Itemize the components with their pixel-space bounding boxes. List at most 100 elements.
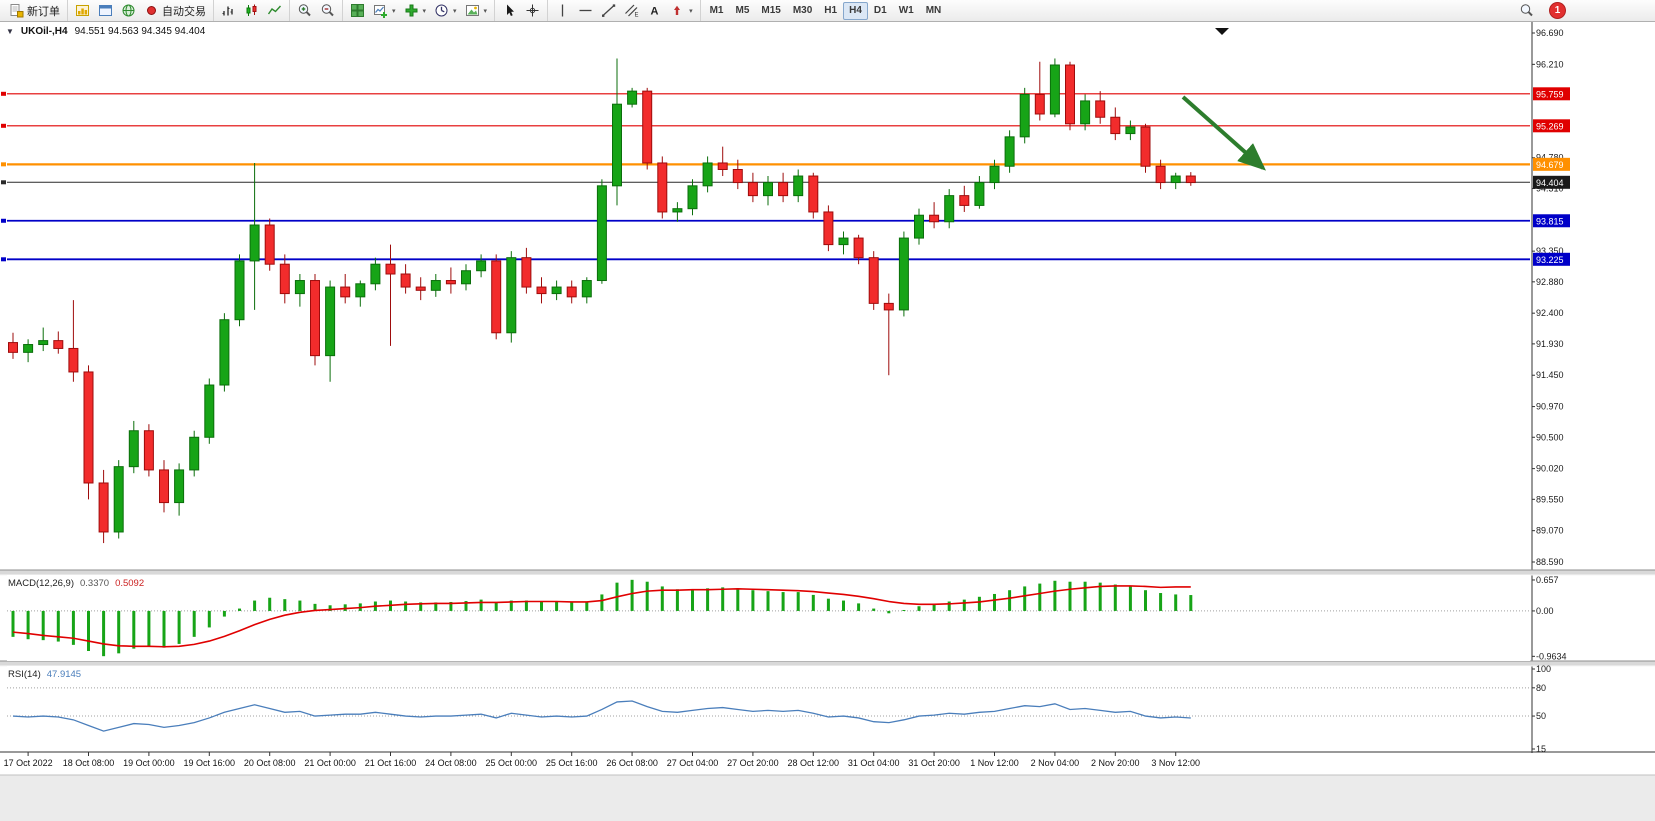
macd-histogram-bar <box>917 606 921 611</box>
line-chart-button[interactable] <box>263 2 286 20</box>
new-chart-button[interactable]: ▾ <box>369 2 400 20</box>
new-chart-icon <box>374 5 387 18</box>
macd-histogram-bar <box>600 594 604 611</box>
macd-histogram-bar <box>1113 584 1117 611</box>
templates-button[interactable]: ▾ <box>461 2 492 20</box>
timeframe-h4[interactable]: H4 <box>843 1 868 20</box>
text-label-button[interactable]: A <box>643 2 666 20</box>
svg-text:94.780: 94.780 <box>1536 153 1564 163</box>
svg-text:89.070: 89.070 <box>1536 526 1564 536</box>
rsi-panel[interactable] <box>7 666 1530 752</box>
autotrading-button-label: 自动交易 <box>162 5 206 18</box>
panel-splitter[interactable] <box>0 570 1655 575</box>
svg-text:92.400: 92.400 <box>1536 308 1564 318</box>
search-button[interactable] <box>1515 2 1538 20</box>
macd-histogram-bar <box>947 601 951 611</box>
rsi-label: RSI(14) 47.9145 <box>8 669 81 680</box>
macd-histogram-bar <box>26 610 30 640</box>
macd-histogram-bar <box>1068 581 1072 611</box>
macd-histogram-bar <box>660 586 664 611</box>
toolbar-group: 自动交易 <box>68 0 214 21</box>
macd-histogram-bar <box>540 601 543 611</box>
time-axis[interactable] <box>0 753 1655 775</box>
notification-badge[interactable]: 1 <box>1550 3 1565 18</box>
svg-text:93.225: 93.225 <box>1536 255 1564 265</box>
candlestick-chart-button[interactable] <box>240 2 263 20</box>
macd-histogram-bar <box>675 589 679 611</box>
svg-text:90.500: 90.500 <box>1536 432 1564 442</box>
panel-splitter[interactable] <box>0 661 1655 666</box>
svg-text:94.679: 94.679 <box>1536 160 1564 170</box>
tile-windows-button[interactable] <box>346 2 369 20</box>
line-left-anchor <box>1 257 6 262</box>
linechart-icon <box>267 5 282 15</box>
svg-text:0.657: 0.657 <box>1536 575 1559 585</box>
trend-arrow-annotation[interactable] <box>1181 95 1266 171</box>
timeframe-group: M1 M5 M15 M30 H1 H4 D1 W1 MN <box>701 0 951 21</box>
timeframe-m30[interactable]: M30 <box>792 5 813 16</box>
svg-text:18 Oct 08:00: 18 Oct 08:00 <box>63 758 115 768</box>
svg-text:20 Oct 08:00: 20 Oct 08:00 <box>244 758 296 768</box>
chart-canvas[interactable]: 96.69096.21094.78094.31093.35092.88092.4… <box>0 22 1655 821</box>
vertical-line-button[interactable] <box>551 2 574 20</box>
svg-text:21 Oct 00:00: 21 Oct 00:00 <box>304 758 356 768</box>
macd-histogram-bar <box>630 579 634 611</box>
svg-text:31 Oct 04:00: 31 Oct 04:00 <box>848 758 900 768</box>
macd-histogram-bar <box>585 601 589 611</box>
timeframe-mn[interactable]: MN <box>925 5 942 16</box>
charts-menu-button[interactable] <box>71 2 94 20</box>
macd-name: MACD(12,26,9) <box>8 578 74 589</box>
macd-histogram-bar <box>1174 594 1178 611</box>
macd-main-value: 0.3370 <box>80 578 110 589</box>
periods-button[interactable]: ▾ <box>430 2 461 20</box>
profiles-button[interactable] <box>94 2 117 20</box>
equidistant-channel-button[interactable]: E <box>620 2 643 20</box>
price-badge <box>1533 157 1570 171</box>
svg-text:95.759: 95.759 <box>1536 89 1564 99</box>
indicators-button[interactable]: ▾ <box>400 2 431 20</box>
macd-histogram-bar <box>132 610 136 649</box>
chart-area[interactable]: 96.69096.21094.78094.31093.35092.88092.4… <box>0 22 1655 821</box>
macd-histogram-bar <box>253 600 257 611</box>
text-a-icon: A <box>651 6 659 18</box>
macd-histogram-bar <box>222 610 226 617</box>
chart-plot-area[interactable] <box>7 27 1530 568</box>
macd-histogram-bar <box>117 610 121 654</box>
price-axis[interactable] <box>1532 22 1655 775</box>
svg-text:0.00: 0.00 <box>1536 606 1554 616</box>
trendline-button[interactable] <box>597 2 620 20</box>
tile-icon <box>351 4 364 17</box>
data-window-button[interactable] <box>117 2 140 20</box>
toolbar-right: 1 <box>1515 2 1565 20</box>
new-order-button[interactable]: 新订单 <box>5 2 64 20</box>
macd-histogram-bar <box>71 610 75 645</box>
svg-text:100: 100 <box>1536 664 1551 674</box>
macd-panel[interactable] <box>7 575 1530 661</box>
timeframe-m1[interactable]: M1 <box>709 5 724 16</box>
bar-chart-button[interactable] <box>217 2 240 20</box>
price-badge <box>1533 119 1570 133</box>
zoom-in-button[interactable] <box>293 2 316 20</box>
chart-ohlc-label: 94.551 94.563 94.345 94.404 <box>74 26 206 37</box>
one-click-trading-toggle[interactable]: ▼ <box>6 27 14 36</box>
timeframe-m5[interactable]: M5 <box>735 5 750 16</box>
arrow-objects-button[interactable]: ▾ <box>666 2 697 20</box>
macd-histogram-bar <box>11 610 15 637</box>
timeframe-m15[interactable]: M15 <box>761 5 781 16</box>
timeframe-d1[interactable]: D1 <box>873 5 887 16</box>
timeframe-h1[interactable]: H1 <box>824 5 838 16</box>
horizontal-line-button[interactable] <box>574 2 597 20</box>
macd-histogram-bar <box>796 592 800 611</box>
candles <box>8 58 1196 544</box>
svg-text:90.020: 90.020 <box>1536 464 1564 474</box>
crosshair-button[interactable] <box>521 2 544 20</box>
macd-histogram-bar <box>962 599 966 611</box>
cursor-button[interactable] <box>498 2 521 20</box>
autotrading-button[interactable]: 自动交易 <box>140 2 210 20</box>
timeframe-w1[interactable]: W1 <box>898 5 914 16</box>
zoom-out-button[interactable] <box>316 2 339 20</box>
svg-text:89.550: 89.550 <box>1536 494 1564 504</box>
svg-text:2 Nov 20:00: 2 Nov 20:00 <box>1091 758 1140 768</box>
macd-histogram-bar <box>238 608 241 611</box>
